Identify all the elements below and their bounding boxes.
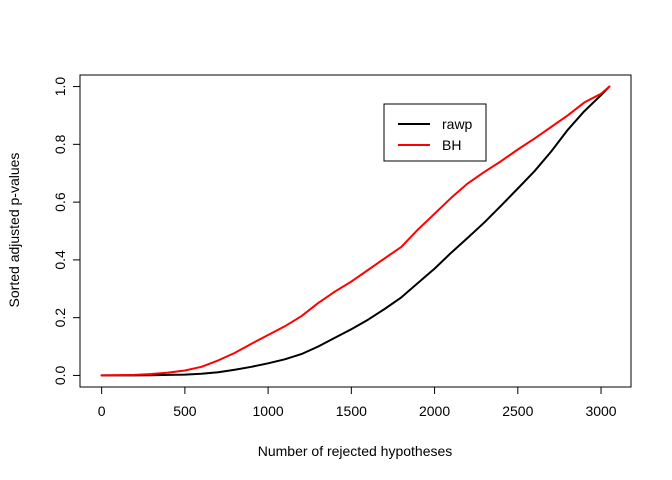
x-axis-title: Number of rejected hypotheses <box>258 443 453 459</box>
y-tick-label: 1.0 <box>52 77 68 97</box>
y-tick-label: 0.4 <box>52 250 68 270</box>
y-tick-label: 0.6 <box>52 192 68 212</box>
y-axis: 0.0 0.2 0.4 0.6 0.8 1.0 <box>52 77 81 386</box>
x-tick-label: 3000 <box>585 403 616 419</box>
x-tick-label: 2500 <box>502 403 533 419</box>
series-line-rawp <box>100 85 611 377</box>
y-tick-label: 0.2 <box>52 308 68 328</box>
x-tick-label: 1500 <box>336 403 367 419</box>
y-tick-label: 0.8 <box>52 134 68 154</box>
series-line-bh <box>100 85 611 377</box>
x-axis: 0 500 1000 1500 2000 2500 3000 <box>98 386 617 419</box>
x-tick-label: 2000 <box>419 403 450 419</box>
y-axis-title: Sorted adjusted p-values <box>6 153 22 308</box>
x-tick-label: 0 <box>98 403 106 419</box>
x-tick-label: 500 <box>173 403 197 419</box>
plot-frame <box>79 74 632 388</box>
y-tick-label: 0.0 <box>52 366 68 386</box>
legend-label-rawp: rawp <box>442 116 473 132</box>
series-layer <box>100 85 611 377</box>
legend: rawp BH <box>383 103 487 162</box>
legend-box <box>383 103 487 162</box>
x-tick-label: 1000 <box>253 403 284 419</box>
legend-label-bh: BH <box>442 137 461 153</box>
